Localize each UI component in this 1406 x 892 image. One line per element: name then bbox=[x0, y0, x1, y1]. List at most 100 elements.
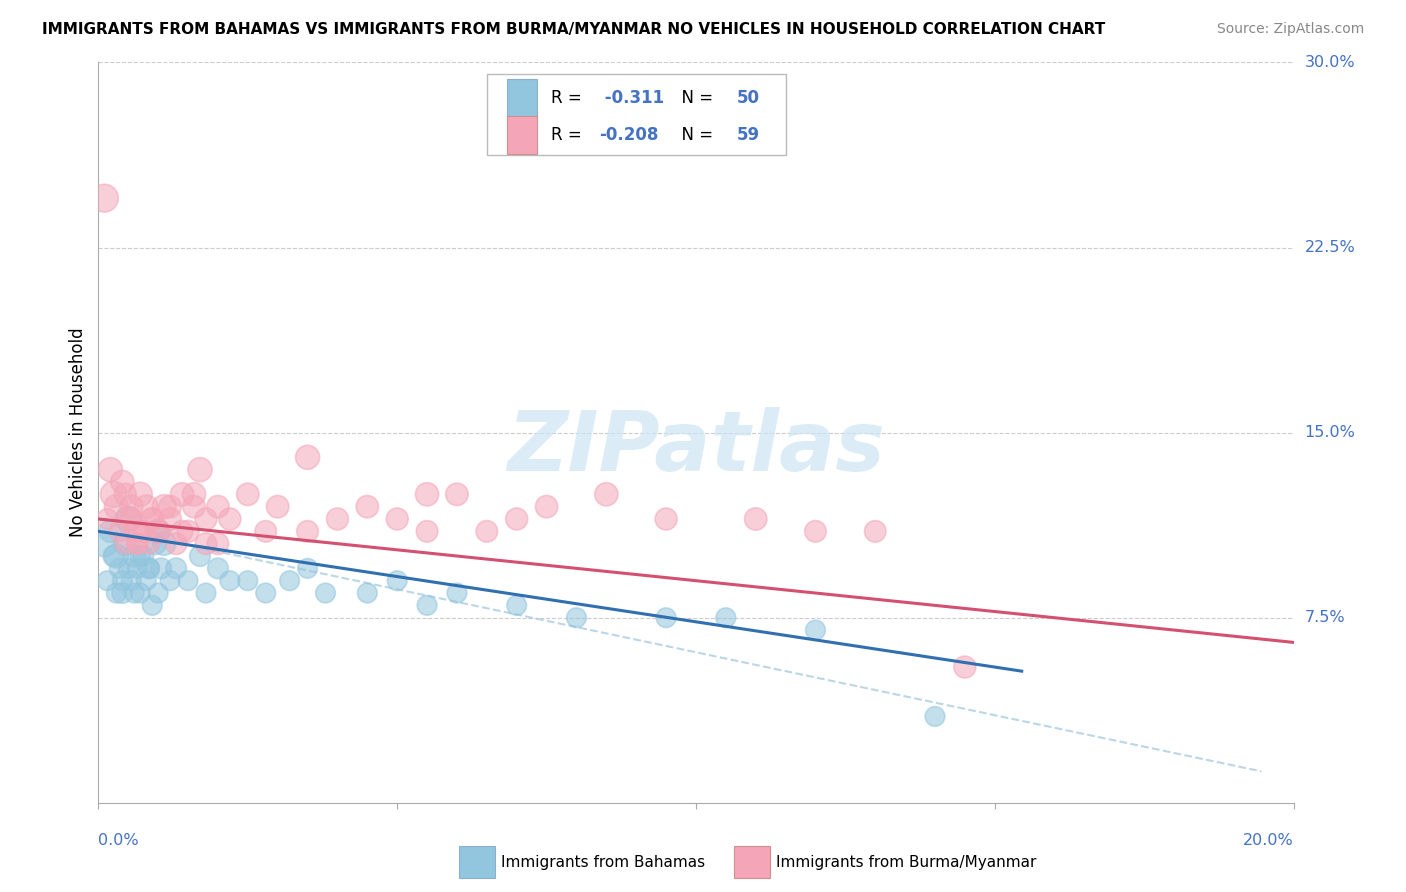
Point bbox=[565, 610, 588, 624]
Text: 22.5%: 22.5% bbox=[1305, 240, 1355, 255]
Point bbox=[416, 524, 439, 539]
Point bbox=[159, 500, 181, 514]
Point bbox=[207, 536, 229, 550]
Text: 50: 50 bbox=[737, 89, 759, 107]
Point bbox=[148, 524, 170, 539]
FancyBboxPatch shape bbox=[508, 117, 537, 153]
Point bbox=[138, 536, 160, 550]
Point bbox=[655, 610, 678, 624]
Text: -0.311: -0.311 bbox=[599, 89, 664, 107]
Point bbox=[195, 512, 218, 526]
Point bbox=[536, 500, 558, 514]
Point bbox=[93, 191, 115, 205]
Point bbox=[385, 512, 409, 526]
Point bbox=[315, 586, 337, 600]
Point bbox=[132, 524, 155, 539]
Text: ZIPatlas: ZIPatlas bbox=[508, 407, 884, 488]
FancyBboxPatch shape bbox=[460, 846, 495, 879]
Point bbox=[138, 561, 160, 575]
Point bbox=[124, 524, 146, 539]
Point bbox=[416, 599, 439, 613]
FancyBboxPatch shape bbox=[508, 79, 537, 117]
Point bbox=[114, 536, 136, 550]
Text: N =: N = bbox=[671, 126, 718, 144]
Point bbox=[105, 549, 128, 563]
Point bbox=[254, 586, 277, 600]
Point bbox=[172, 487, 194, 501]
Point bbox=[120, 574, 142, 588]
Text: 7.5%: 7.5% bbox=[1305, 610, 1346, 625]
Point bbox=[127, 536, 149, 550]
Point bbox=[188, 462, 211, 476]
Point bbox=[745, 512, 768, 526]
Point bbox=[267, 500, 290, 514]
Point bbox=[135, 574, 157, 588]
Point bbox=[98, 524, 122, 539]
Text: 30.0%: 30.0% bbox=[1305, 55, 1355, 70]
Point bbox=[207, 561, 229, 575]
Point bbox=[108, 561, 131, 575]
FancyBboxPatch shape bbox=[734, 846, 770, 879]
Point bbox=[177, 574, 200, 588]
Point bbox=[127, 536, 149, 550]
Point bbox=[254, 524, 277, 539]
Point bbox=[172, 524, 194, 539]
Point bbox=[127, 561, 149, 575]
Point bbox=[165, 536, 187, 550]
Point bbox=[93, 536, 115, 550]
Point bbox=[129, 586, 152, 600]
Point bbox=[183, 500, 205, 514]
Point bbox=[219, 512, 242, 526]
Text: N =: N = bbox=[671, 89, 718, 107]
Point bbox=[297, 524, 319, 539]
Point bbox=[159, 574, 181, 588]
Point bbox=[506, 512, 529, 526]
Text: -0.208: -0.208 bbox=[599, 126, 658, 144]
Point bbox=[120, 512, 142, 526]
Point bbox=[150, 561, 173, 575]
Point bbox=[236, 574, 259, 588]
Point bbox=[103, 549, 125, 563]
Point bbox=[219, 574, 242, 588]
Point bbox=[138, 561, 160, 575]
FancyBboxPatch shape bbox=[486, 73, 786, 155]
Point bbox=[132, 524, 155, 539]
Point bbox=[655, 512, 678, 526]
Point bbox=[153, 536, 176, 550]
Text: R =: R = bbox=[551, 126, 588, 144]
Point bbox=[865, 524, 887, 539]
Point bbox=[953, 660, 976, 674]
Point bbox=[595, 487, 617, 501]
Point bbox=[117, 512, 139, 526]
Point bbox=[385, 574, 409, 588]
Y-axis label: No Vehicles in Household: No Vehicles in Household bbox=[69, 327, 87, 538]
Point bbox=[195, 536, 218, 550]
Text: Immigrants from Burma/Myanmar: Immigrants from Burma/Myanmar bbox=[776, 855, 1036, 870]
Point bbox=[129, 549, 152, 563]
Text: 15.0%: 15.0% bbox=[1305, 425, 1355, 440]
Point bbox=[278, 574, 301, 588]
Point bbox=[124, 586, 146, 600]
Point bbox=[105, 500, 128, 514]
Point bbox=[108, 524, 131, 539]
Point bbox=[124, 549, 146, 563]
Text: 59: 59 bbox=[737, 126, 759, 144]
Point bbox=[114, 487, 136, 501]
Point bbox=[159, 512, 181, 526]
Point bbox=[135, 500, 157, 514]
Point bbox=[714, 610, 737, 624]
Text: 20.0%: 20.0% bbox=[1243, 833, 1294, 848]
Point bbox=[111, 475, 134, 489]
Point bbox=[148, 524, 170, 539]
Text: Source: ZipAtlas.com: Source: ZipAtlas.com bbox=[1216, 22, 1364, 37]
Point bbox=[141, 512, 163, 526]
Point bbox=[117, 561, 139, 575]
Point bbox=[98, 462, 122, 476]
Point bbox=[141, 599, 163, 613]
Point bbox=[195, 586, 218, 600]
Point bbox=[207, 500, 229, 514]
Point bbox=[120, 500, 142, 514]
Point bbox=[446, 487, 468, 501]
Point bbox=[177, 524, 200, 539]
Text: IMMIGRANTS FROM BAHAMAS VS IMMIGRANTS FROM BURMA/MYANMAR NO VEHICLES IN HOUSEHOL: IMMIGRANTS FROM BAHAMAS VS IMMIGRANTS FR… bbox=[42, 22, 1105, 37]
